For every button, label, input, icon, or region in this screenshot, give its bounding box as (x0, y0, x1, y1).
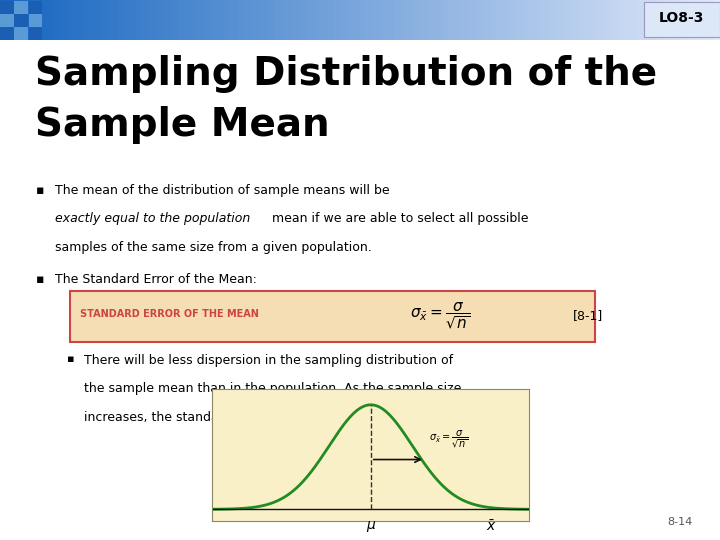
Bar (70, 291, 595, 342)
Text: samples of the same size from a given population.: samples of the same size from a given po… (55, 240, 372, 253)
Bar (14, 14, 28, 27)
Text: The Standard Error of the Mean:: The Standard Error of the Mean: (55, 273, 256, 286)
Text: $\sigma_{\bar{x}} = \dfrac{\sigma}{\sqrt{n}}$: $\sigma_{\bar{x}} = \dfrac{\sigma}{\sqrt… (429, 429, 469, 450)
Bar (14, 1, 28, 14)
Text: The mean of the distribution of sample means will be: The mean of the distribution of sample m… (55, 184, 393, 197)
Text: Sample Mean: Sample Mean (35, 106, 330, 144)
Bar (29, 27, 42, 40)
Text: ▪: ▪ (35, 273, 44, 286)
Text: Sampling Distribution of the: Sampling Distribution of the (35, 56, 657, 93)
Text: 8-14: 8-14 (667, 517, 692, 527)
Text: $\mu$: $\mu$ (366, 519, 376, 534)
Bar (14, 27, 28, 40)
Bar (29, 14, 42, 27)
Text: mean if we are able to select all possible: mean if we are able to select all possib… (268, 212, 528, 225)
Bar (644, 2, 720, 37)
Text: ▪: ▪ (35, 184, 44, 197)
Text: the sample mean than in the population. As the sample size: the sample mean than in the population. … (84, 382, 462, 395)
Text: exactly equal to the population: exactly equal to the population (55, 212, 250, 225)
Text: $\sigma_{\bar{x}} = \dfrac{\sigma}{\sqrt{n}}$: $\sigma_{\bar{x}} = \dfrac{\sigma}{\sqrt… (410, 300, 470, 330)
Bar (0, 14, 14, 27)
Text: [8-1]: [8-1] (573, 309, 603, 322)
Bar (29, 1, 42, 14)
Text: $\bar{x}$: $\bar{x}$ (486, 519, 497, 534)
Text: LO8-3: LO8-3 (659, 11, 705, 25)
Bar (0, 1, 14, 14)
Bar (0, 27, 14, 40)
Text: There will be less dispersion in the sampling distribution of: There will be less dispersion in the sam… (84, 354, 453, 367)
Text: ▪: ▪ (66, 354, 74, 364)
Text: increases, the standard error of the mean decreases.: increases, the standard error of the mea… (84, 410, 418, 423)
Text: STANDARD ERROR OF THE MEAN: STANDARD ERROR OF THE MEAN (81, 309, 259, 319)
